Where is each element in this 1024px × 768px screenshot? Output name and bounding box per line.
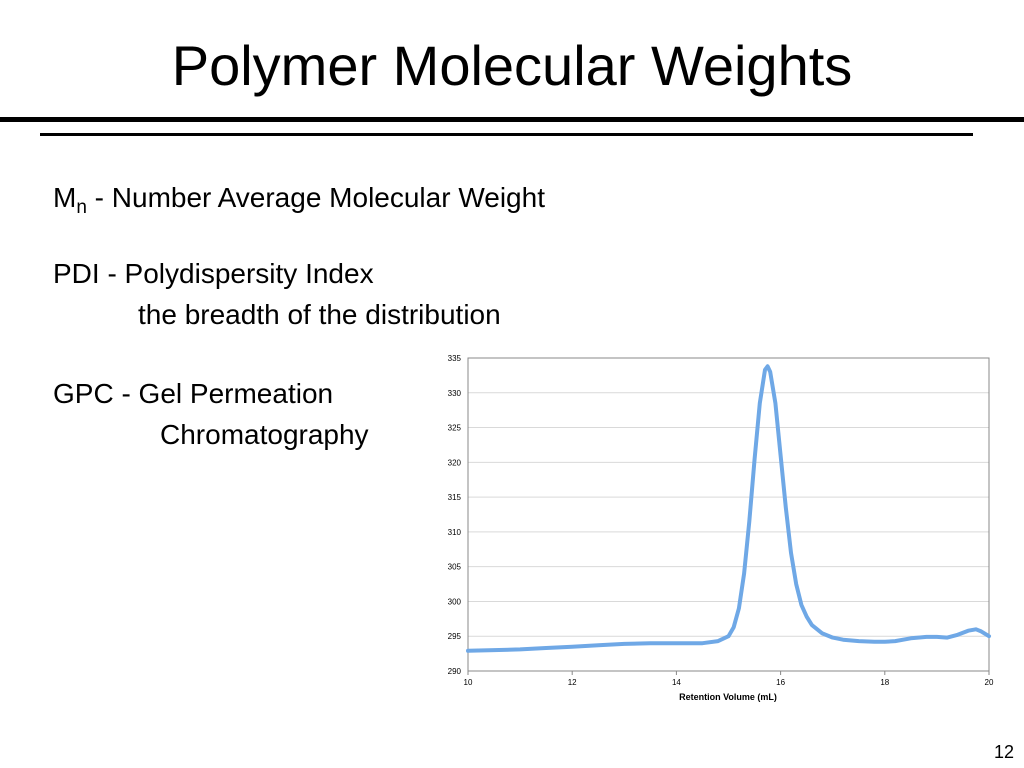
y-tick-label: 305 xyxy=(448,563,462,572)
y-tick-label: 325 xyxy=(448,424,462,433)
y-tick-label: 330 xyxy=(448,389,462,398)
page-number: 12 xyxy=(993,742,1014,762)
gpc-subtext: Chromatography xyxy=(160,419,369,450)
tick-layer: 290 295 300 305 310 315 320 325 330 335 10 12 14 16 18… xyxy=(448,354,994,687)
grid-layer xyxy=(468,392,989,637)
top-rule-thin xyxy=(40,133,973,136)
y-tick-label: 315 xyxy=(448,493,462,502)
x-tick-label: 10 xyxy=(464,678,473,687)
plot-area-frame xyxy=(467,357,990,672)
x-tick-label: 20 xyxy=(985,678,994,687)
y-tick-label: 320 xyxy=(448,458,462,467)
y-tick-label: 290 xyxy=(448,667,462,676)
gpc-chart: 290 295 300 305 310 315 320 325 330 335 10 12 14 16 18… xyxy=(448,354,994,702)
mn-definition: Mn - Number Average Molecular Weight xyxy=(53,180,545,218)
top-rule-thick xyxy=(0,117,1024,122)
series-line xyxy=(466,364,991,653)
pdi-subtext: the breadth of the distribution xyxy=(138,299,501,330)
y-tick-label: 310 xyxy=(448,528,462,537)
x-tick-label: 16 xyxy=(776,678,785,687)
x-axis-label: Retention Volume (mL) xyxy=(679,692,777,702)
slide-title: Polymer Molecular Weights xyxy=(171,34,853,97)
gpc-definition: GPC - Gel Permeation xyxy=(53,378,334,409)
y-tick-label: 335 xyxy=(448,354,462,363)
x-tick-label: 12 xyxy=(568,678,577,687)
y-tick-label: 300 xyxy=(448,597,462,606)
mn-text: - Number Average Molecular Weight xyxy=(86,182,545,213)
x-tick-label: 14 xyxy=(672,678,681,687)
mn-subscript: n xyxy=(76,197,87,218)
mn-symbol: M xyxy=(53,182,77,213)
x-tick-label: 18 xyxy=(880,678,889,687)
y-tick-label: 295 xyxy=(448,632,462,641)
pdi-definition: PDI - Polydispersity Index xyxy=(53,258,374,289)
